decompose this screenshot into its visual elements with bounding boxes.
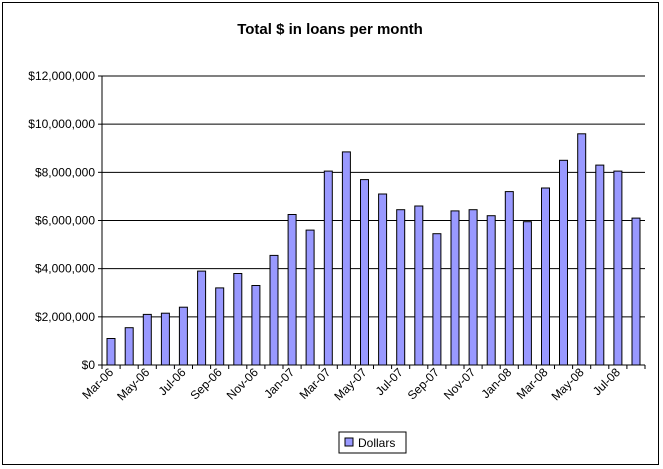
bar-nov-06 [251, 285, 261, 366]
bars [106, 133, 641, 366]
y-tick-label: $6,000,000 [35, 214, 95, 228]
bar-may-07 [360, 179, 369, 366]
bar-dec-06 [269, 254, 279, 366]
bar-may-08 [577, 133, 587, 366]
x-tick-label: May-07 [331, 365, 369, 403]
bar-jun-08 [595, 164, 605, 366]
bar-may-06 [142, 313, 152, 366]
y-tick-label: $4,000,000 [35, 262, 95, 276]
bar-oct-06 [233, 273, 243, 366]
bar-sep-06 [215, 287, 225, 366]
bar-jan-07 [287, 214, 297, 366]
legend-swatch [344, 437, 354, 447]
bar-jun-07 [378, 193, 388, 366]
bar-feb-07 [305, 229, 315, 366]
x-tick-label: May-08 [549, 365, 587, 403]
x-tick-label: Jul-07 [373, 365, 406, 398]
x-tick-label: Nov-07 [441, 365, 478, 402]
bar-nov-07 [468, 209, 478, 366]
bar-aug-06 [197, 270, 207, 366]
bar-aug-08 [631, 217, 641, 366]
x-tick-label: Sep-07 [405, 365, 442, 402]
bar-jan-08 [504, 191, 514, 366]
legend: Dollars [338, 431, 407, 454]
bar-mar-08 [541, 187, 550, 366]
y-tick-label: $0 [82, 358, 96, 372]
chart-title: Total $ in loans per month [237, 21, 423, 38]
x-tick-label: Nov-06 [224, 365, 261, 402]
y-axis: $0 $2,000,000 $4,000,000 $6,000,000 $8,000,0… [28, 69, 103, 372]
x-tick-label: Jul-06 [156, 365, 189, 398]
bar-jul-08 [613, 170, 623, 366]
y-tick-label: $10,000,000 [28, 117, 95, 131]
x-tick-label: Jan-07 [261, 365, 297, 401]
bar-mar-06 [106, 338, 116, 366]
bar-jul-06 [178, 306, 188, 366]
bar-aug-07 [414, 205, 424, 366]
legend-box [338, 431, 407, 454]
x-tick-label: Mar-07 [297, 365, 334, 402]
bar-dec-07 [486, 215, 496, 366]
bar-apr-08 [559, 159, 568, 366]
x-tick-label: May-06 [114, 365, 152, 403]
bar-jul-07 [396, 209, 406, 366]
x-tick-label: Mar-08 [514, 365, 551, 402]
bar-apr-06 [124, 327, 134, 366]
x-tick-label: Jan-08 [479, 365, 515, 401]
bar-feb-08 [522, 221, 532, 366]
bar-mar-07 [323, 170, 333, 366]
y-tick-label: $8,000,000 [35, 165, 95, 179]
y-tick-label: $2,000,000 [35, 310, 95, 324]
bar-jun-06 [160, 312, 170, 366]
legend-label: Dollars [358, 436, 395, 450]
gridlines [102, 75, 645, 318]
x-tick-label: Jul-08 [590, 365, 623, 398]
bar-apr-07 [341, 151, 351, 366]
bar-sep-07 [432, 233, 442, 366]
bar-oct-07 [450, 210, 460, 366]
x-tick-label: Sep-06 [188, 365, 225, 402]
y-tick-label: $12,000,000 [28, 69, 95, 83]
